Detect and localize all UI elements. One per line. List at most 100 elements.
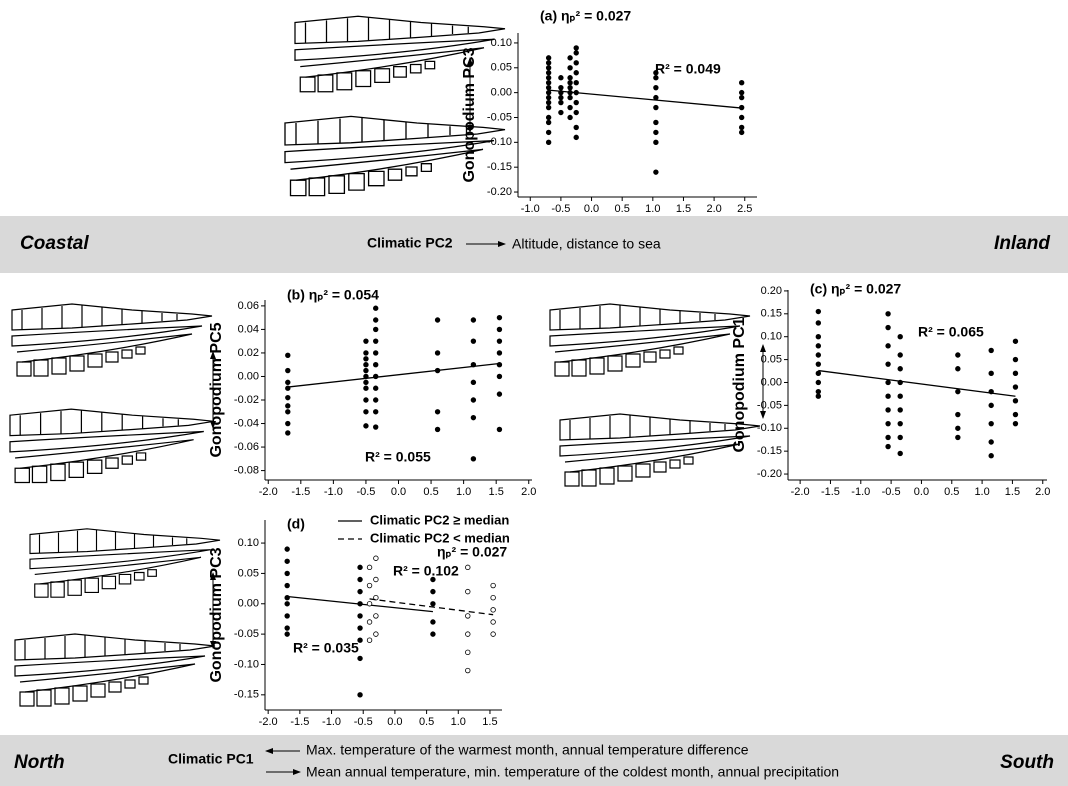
point [567,94,573,101]
point [897,434,903,441]
point [366,564,373,571]
point [573,134,579,141]
point [284,631,290,637]
point [357,588,363,595]
point [363,367,369,374]
point [373,555,379,561]
point [558,94,564,101]
point [653,119,659,126]
point [430,588,436,595]
banner-top [0,216,1068,273]
x-tick-label: 0.0 [387,716,402,728]
banner-right: South [1000,752,1054,773]
y-tick-label: -0.05 [757,399,782,411]
point [465,631,471,637]
chart-title: (a) ηₚ² = 0.027 [540,8,631,24]
point [815,352,822,358]
x-tick-label: 1.5 [1005,486,1020,498]
y-tick-label: 0.10 [238,537,259,549]
point [490,631,496,637]
point [988,453,994,459]
trend-line [287,362,500,388]
y-tick-label: 0.00 [238,598,259,610]
point [573,70,579,76]
point [955,366,961,372]
x-tick-label: -1.0 [521,203,540,215]
point [545,139,552,146]
point [285,430,291,436]
point [738,114,745,121]
point [1012,338,1019,344]
point [357,613,363,619]
x-tick-label: 1.0 [456,486,471,498]
point [897,420,903,427]
y-tick-label: 0.05 [238,567,259,579]
banner-description: Max. temperature of the warmest month, a… [306,742,749,758]
point [815,370,822,377]
annotation: R² = 0.065 [918,324,984,340]
x-tick-label: -1.0 [322,716,341,728]
point [558,75,564,81]
point [285,394,291,401]
point [545,84,552,91]
point [363,338,369,344]
x-tick-label: -1.5 [821,486,840,498]
point [545,99,552,106]
point [955,388,961,395]
point [885,420,891,427]
point [496,426,503,433]
y-tick-label: -0.15 [757,445,782,457]
point [653,139,659,146]
point [496,350,503,356]
point [988,420,994,427]
banner-description: Mean annual temperature, min. temperatur… [306,764,839,780]
point [545,70,552,76]
legend-label: Climatic PC2 < median [370,530,510,545]
point [373,350,379,356]
point [496,338,503,344]
y-tick-label: -0.06 [234,441,259,453]
x-tick-label: -2.0 [259,716,278,728]
point [373,385,379,391]
point [470,338,477,344]
x-tick-label: 0.5 [944,486,959,498]
point [955,425,961,431]
point [1012,370,1019,377]
y-tick-label: 0.06 [238,300,259,312]
point [545,55,552,61]
point [545,94,552,101]
point [434,350,441,356]
y-tick-label: 0.15 [761,308,782,320]
point [897,407,903,413]
point [490,582,496,589]
point [988,370,994,377]
point [284,613,290,619]
point [465,613,471,619]
point [738,129,745,136]
drawings [9,15,766,707]
y-tick-label: -0.05 [487,111,512,123]
point [357,564,363,571]
y-tick-label: -0.20 [757,468,782,480]
x-tick-label: 2.5 [737,203,752,215]
point [363,409,369,415]
point [573,50,579,56]
point [285,379,291,386]
y-tick-label: 0.00 [491,87,512,99]
point [366,637,373,643]
point [357,637,363,643]
point [567,79,573,86]
x-tick-label: 0.5 [419,716,434,728]
point [653,104,659,111]
y-axis-label: Gonopodium PC5 [208,322,225,457]
point [1012,356,1019,363]
point [357,625,363,631]
y-axis-label: Gonopodium PC3 [208,547,225,682]
annotation: ηₚ² = 0.027 [437,544,507,560]
point [573,79,579,86]
x-tick-label: 0.0 [391,486,406,498]
point [363,397,369,403]
point [815,308,822,315]
x-tick-label: 2.0 [1035,486,1050,498]
